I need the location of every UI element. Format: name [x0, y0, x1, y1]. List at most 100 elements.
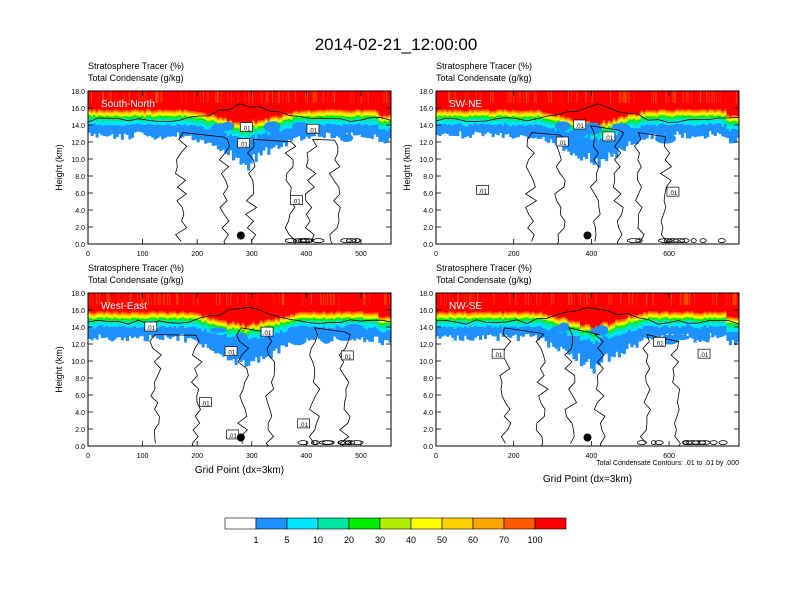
panel-title-line1: Stratosphere Tracer (%): [436, 61, 532, 71]
y-tick-label: 10.0: [71, 157, 85, 164]
y-tick-label: 6.0: [75, 191, 85, 198]
contour-label-box: [239, 122, 253, 132]
contour-label-box: [653, 336, 666, 347]
x-tick-label: 200: [191, 453, 203, 460]
section-label: SW-NE: [449, 99, 482, 110]
surface-cloud-contour: [682, 440, 689, 446]
surface-cloud-contour: [679, 238, 690, 244]
x-tick-label: 400: [586, 251, 598, 258]
contour-label: .01: [292, 200, 301, 206]
tropopause-contour: [88, 306, 391, 325]
contour-label: .01: [309, 128, 318, 134]
colorbar-swatch: [534, 517, 567, 530]
surface-cloud-contour: [345, 440, 352, 446]
contour-label-box: [491, 348, 505, 359]
surface-cloud-contour: [718, 440, 728, 446]
y-tick-label: 0.0: [423, 242, 433, 249]
contour-label: .01: [478, 189, 487, 195]
y-axis-label: Height (km): [54, 346, 64, 393]
surface-cloud-contour: [685, 440, 700, 446]
x-tick-label: 500: [355, 453, 367, 460]
plume-contour: [149, 334, 203, 446]
colorbar: 1 5 10 20 30 40 50 60 70 100: [224, 517, 567, 545]
tropopause-contour: [436, 307, 739, 325]
y-tick-label: 18.0: [419, 89, 433, 96]
y-tick-label: 4.0: [75, 208, 85, 215]
contour-label-box: [306, 123, 320, 134]
plume-contour: [245, 138, 297, 244]
x-tick-label: 300: [246, 453, 258, 460]
surface-cloud-contour: [337, 440, 350, 446]
colorbar-swatch: [255, 517, 288, 530]
y-tick-label: 18.0: [71, 89, 85, 96]
tracer-fill: [436, 293, 739, 374]
surface-cloud-contour: [691, 440, 707, 446]
surface-cloud-contour: [297, 440, 309, 446]
plume-contour: [499, 327, 549, 446]
y-tick-label: 4.0: [423, 208, 433, 215]
contour-footnote: Total Condensate Contours: .01 to .01 by…: [596, 460, 739, 467]
y-tick-label: 8.0: [423, 174, 433, 181]
colorbar-swatch: [317, 517, 350, 530]
surface-cloud-contour: [699, 238, 707, 244]
contour-label: .01: [576, 124, 585, 130]
x-tick-label: 100: [137, 251, 149, 258]
condensate-contours: [436, 307, 739, 446]
colorbar-label: 70: [499, 535, 509, 545]
x-tick-label: 600: [663, 453, 675, 460]
y-tick-label: 0.0: [75, 444, 85, 451]
y-tick-label: 14.0: [71, 123, 85, 130]
contour-label-box: [602, 131, 616, 142]
y-tick-label: 12.0: [71, 342, 85, 349]
colorbar-swatch: [410, 517, 443, 530]
surface-cloud-contour: [338, 440, 345, 446]
surface-cloud-contour: [319, 440, 334, 446]
x-tick-label: 100: [137, 453, 149, 460]
contour-label-box: [666, 186, 680, 197]
y-tick-label: 0.0: [75, 242, 85, 249]
colorbar-swatch: [379, 517, 412, 530]
surface-cloud-contour: [717, 238, 726, 244]
condensate-contours: [436, 103, 739, 244]
x-axis-label: Grid Point (dx=3km): [195, 465, 284, 476]
surface-cloud-contour: [626, 238, 641, 244]
contour-label: .01: [655, 341, 664, 347]
y-tick-label: 8.0: [75, 174, 85, 181]
x-tick-label: 300: [246, 251, 258, 258]
y-tick-label: 4.0: [75, 410, 85, 417]
colorbar-swatch: [286, 517, 319, 530]
y-tick-label: 18.0: [71, 291, 85, 298]
y-tick-label: 16.0: [419, 106, 433, 113]
y-tick-label: 10.0: [419, 359, 433, 366]
contour-label: .01: [147, 326, 156, 332]
surface-cloud-contour: [690, 238, 697, 244]
section-label: South-North: [101, 99, 155, 110]
x-tick-label: 400: [586, 453, 598, 460]
contour-label: .01: [494, 353, 503, 359]
contour-label-box: [297, 418, 310, 429]
colorbar-label: 60: [468, 535, 478, 545]
panel-south-north: .01 .01 .01 .01 South-North Stratosphere Trac…: [54, 61, 392, 258]
y-axis-label: Height (km): [402, 144, 412, 191]
location-marker: [583, 433, 592, 442]
tracer-fill: [88, 91, 391, 171]
panels: .01 .01 .01 .01 South-North Stratosphere Trac…: [54, 61, 740, 485]
colorbar-swatch: [472, 517, 505, 530]
location-marker: [236, 231, 245, 240]
surface-cloud-contour: [284, 238, 297, 244]
plot-frame: [435, 90, 740, 245]
colorbar-label: 10: [313, 535, 323, 545]
contour-label-box: [555, 136, 569, 147]
surface-cloud-contour: [312, 238, 325, 244]
contour-label-box: [573, 119, 587, 130]
y-tick-label: 4.0: [423, 410, 433, 417]
x-tick-label: 0: [434, 453, 438, 460]
condensate-contours: [88, 306, 391, 446]
plot-area: [88, 91, 391, 244]
contour-label-box: [144, 321, 158, 332]
main-title: 2014-02-21_12:00:00: [315, 35, 478, 54]
tropopause-contour: [436, 103, 739, 123]
y-tick-label: 12.0: [419, 140, 433, 147]
colorbar-swatch: [503, 517, 536, 530]
